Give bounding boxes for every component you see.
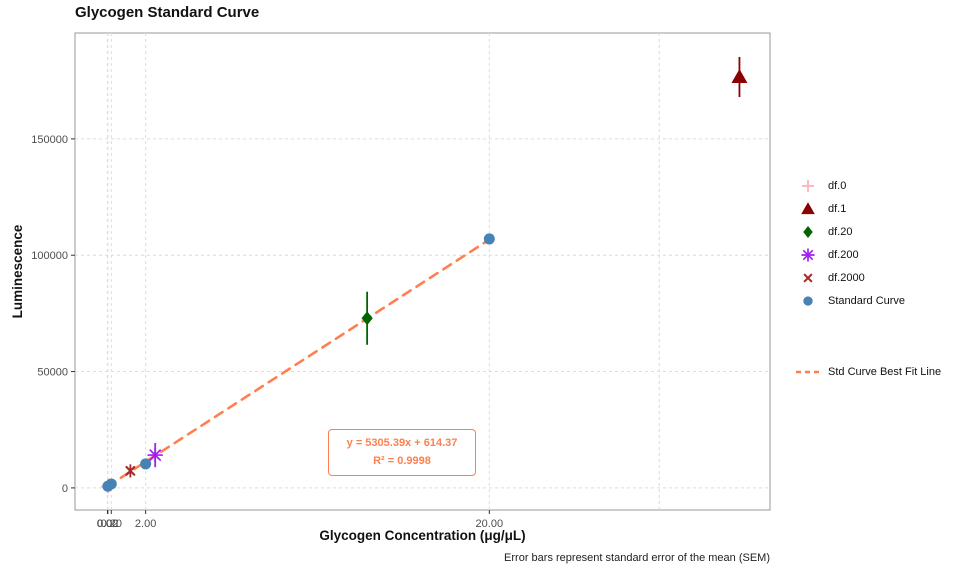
svg-text:0.02: 0.02 (97, 518, 118, 530)
svg-text:2.00: 2.00 (135, 518, 156, 530)
legend-label: df.20 (828, 225, 853, 238)
legend-item-standard-curve: Standard Curve (793, 291, 941, 310)
triangle-marker-icon (801, 201, 815, 214)
legend-label: df.1 (828, 202, 847, 215)
legend-item-best-fit-line: Std Curve Best Fit Line (793, 362, 941, 381)
legend-item-df-20: df.20 (793, 222, 941, 241)
svg-text:0: 0 (62, 483, 68, 495)
x-axis-title: Glycogen Concentration (μg/μL) (319, 528, 526, 543)
fit-equation-annotation: y = 5305.39x + 614.37 R² = 0.9998 (328, 429, 476, 477)
chart-title: Glycogen Standard Curve (75, 4, 260, 21)
fit-r-squared-text: R² = 0.9998 (373, 454, 431, 467)
fit-equation-text: y = 5305.39x + 614.37 (346, 437, 458, 449)
legend-label: df.2000 (828, 271, 865, 284)
legend-item-df-2000: df.2000 (793, 268, 941, 287)
svg-text:50000: 50000 (37, 367, 68, 379)
legend-label: df.0 (828, 179, 847, 192)
plus-marker-icon (801, 179, 815, 192)
legend-label: df.200 (828, 248, 859, 261)
legend-item-df-0: df.0 (793, 176, 941, 195)
legend: df.0 df.1 df.20 df.200 df.2000 Standard … (793, 176, 941, 385)
y-axis-title: Luminescence (10, 224, 25, 319)
svg-text:150000: 150000 (31, 134, 68, 146)
asterisk-marker-icon (801, 247, 815, 262)
svg-text:20.00: 20.00 (476, 518, 504, 530)
legend-label: Std Curve Best Fit Line (828, 365, 942, 378)
legend-item-df-200: df.200 (793, 245, 941, 264)
caption: Error bars represent standard error of t… (504, 552, 770, 564)
diamond-marker-icon (803, 225, 813, 238)
legend-item-df-1: df.1 (793, 199, 941, 218)
circle-marker-icon (803, 295, 813, 306)
legend-label: Standard Curve (828, 294, 906, 307)
svg-text:0.20: 0.20 (101, 518, 122, 530)
dashed-line-icon (796, 370, 820, 373)
svg-text:100000: 100000 (31, 250, 68, 262)
svg-text:0.00: 0.00 (97, 518, 118, 530)
x-marker-icon (803, 273, 813, 282)
